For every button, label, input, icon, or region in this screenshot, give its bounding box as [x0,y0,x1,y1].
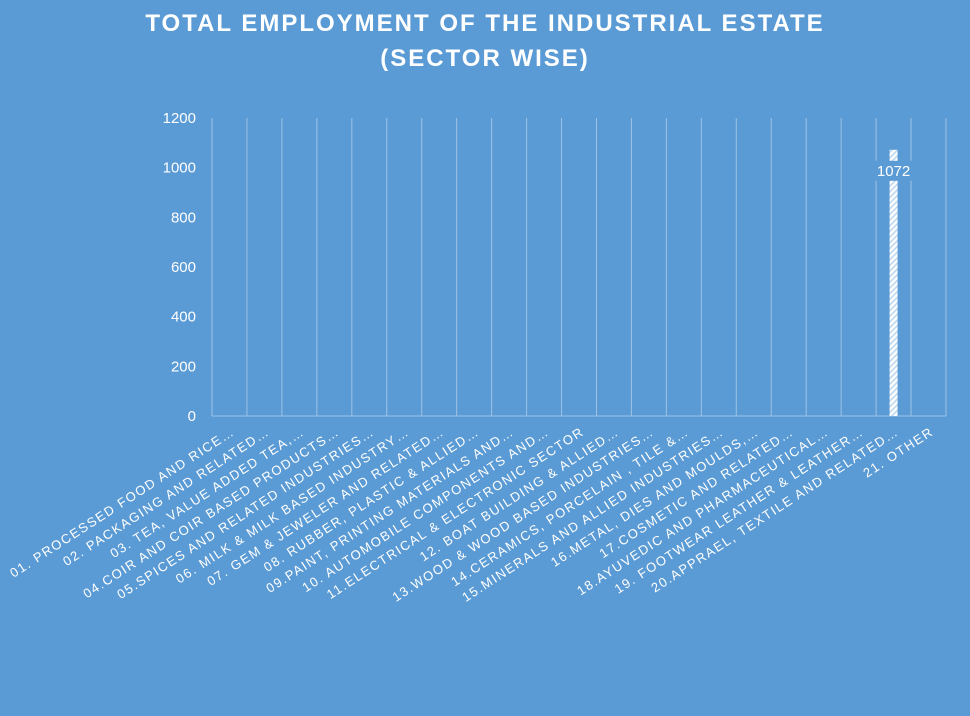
y-tick-label: 1200 [163,110,196,127]
y-tick-label: 600 [171,259,196,276]
data-label-box [872,160,915,181]
chart-title-line-2: (SECTOR WISE) [380,45,590,72]
y-tick-label: 200 [171,358,196,375]
y-tick-label: 0 [188,408,196,425]
y-tick-label: 400 [171,309,196,326]
chart-title-line-1: TOTAL EMPLOYMENT OF THE INDUSTRIAL ESTAT… [145,10,825,37]
y-tick-label: 800 [171,209,196,226]
bar [889,149,898,416]
y-tick-label: 1000 [163,160,196,177]
data-label: 1072 [877,163,910,180]
